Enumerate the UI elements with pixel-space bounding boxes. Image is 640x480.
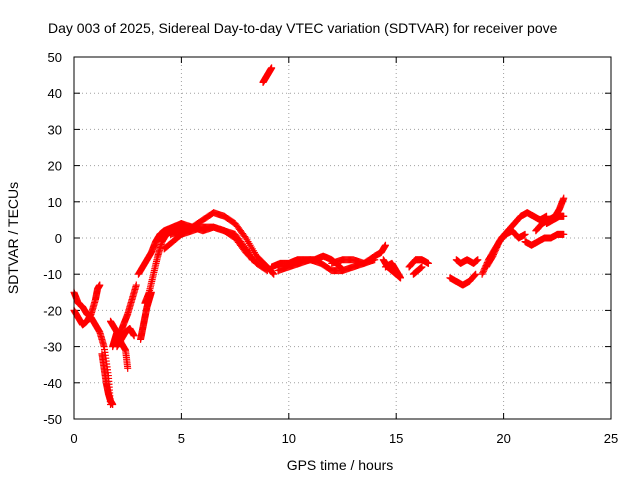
x-tick-label: 25 <box>604 431 618 446</box>
data-point <box>521 230 529 238</box>
x-tick-label: 15 <box>389 431 403 446</box>
series-arc-25 <box>521 230 568 249</box>
y-tick-label: -20 <box>43 303 62 318</box>
y-tick-label: -10 <box>43 267 62 282</box>
data-point <box>470 272 478 280</box>
data-point <box>560 194 568 202</box>
data-point <box>269 269 277 277</box>
data-point <box>471 271 479 279</box>
series-arc-20 <box>409 263 426 278</box>
series-arc-6 <box>113 325 138 351</box>
data-point <box>109 401 117 409</box>
x-tick-label: 5 <box>178 431 185 446</box>
data-point <box>474 256 482 264</box>
data-point <box>381 241 389 249</box>
data-point <box>560 230 568 238</box>
y-tick-label: -40 <box>43 376 62 391</box>
y-tick-label: -30 <box>43 340 62 355</box>
series-arc-24 <box>482 227 529 271</box>
y-tick-label: 0 <box>55 231 62 246</box>
data-point <box>130 332 138 340</box>
series-arc-8 <box>134 220 185 278</box>
y-tick-label: 20 <box>48 159 62 174</box>
plot-frame <box>73 56 612 420</box>
data-points <box>70 64 568 409</box>
y-tick-label: 10 <box>48 195 62 210</box>
data-point <box>396 274 404 282</box>
data-point <box>248 255 256 263</box>
y-tick-label: -50 <box>43 412 62 427</box>
data-point <box>96 281 104 289</box>
series-arc-2 <box>70 281 104 329</box>
y-tick-label: 50 <box>48 50 62 65</box>
x-tick-label: 0 <box>70 431 77 446</box>
series-arc-5 <box>107 281 140 340</box>
data-point <box>560 212 568 220</box>
chart-title: Day 003 of 2025, Sidereal Day-to-day VTE… <box>48 20 558 36</box>
y-tick-label: 40 <box>48 86 62 101</box>
series-arc-13 <box>259 64 276 86</box>
data-point <box>268 269 276 277</box>
grid <box>74 57 611 419</box>
series-arc-18 <box>381 259 404 282</box>
series-arc-16 <box>328 241 389 267</box>
y-tick-label: 30 <box>48 122 62 137</box>
series-arc-27 <box>543 212 568 228</box>
series-arc-3 <box>98 350 117 409</box>
series-arc-21 <box>446 270 480 289</box>
data-point <box>268 64 276 72</box>
data-point <box>248 256 256 264</box>
x-tick-label: 20 <box>496 431 510 446</box>
data-point <box>472 270 480 278</box>
y-axis-label: SDTVAR / TECUs <box>5 182 21 294</box>
data-point <box>424 259 432 267</box>
series-arc-19 <box>405 256 432 271</box>
data-point <box>124 364 132 372</box>
series-arc-22 <box>452 256 482 267</box>
data-point <box>132 281 140 289</box>
data-point <box>270 270 278 278</box>
x-tick-label: 10 <box>282 431 296 446</box>
x-axis-label: GPS time / hours <box>287 457 394 473</box>
data-point <box>418 263 426 271</box>
series-arc-12 <box>177 220 256 264</box>
